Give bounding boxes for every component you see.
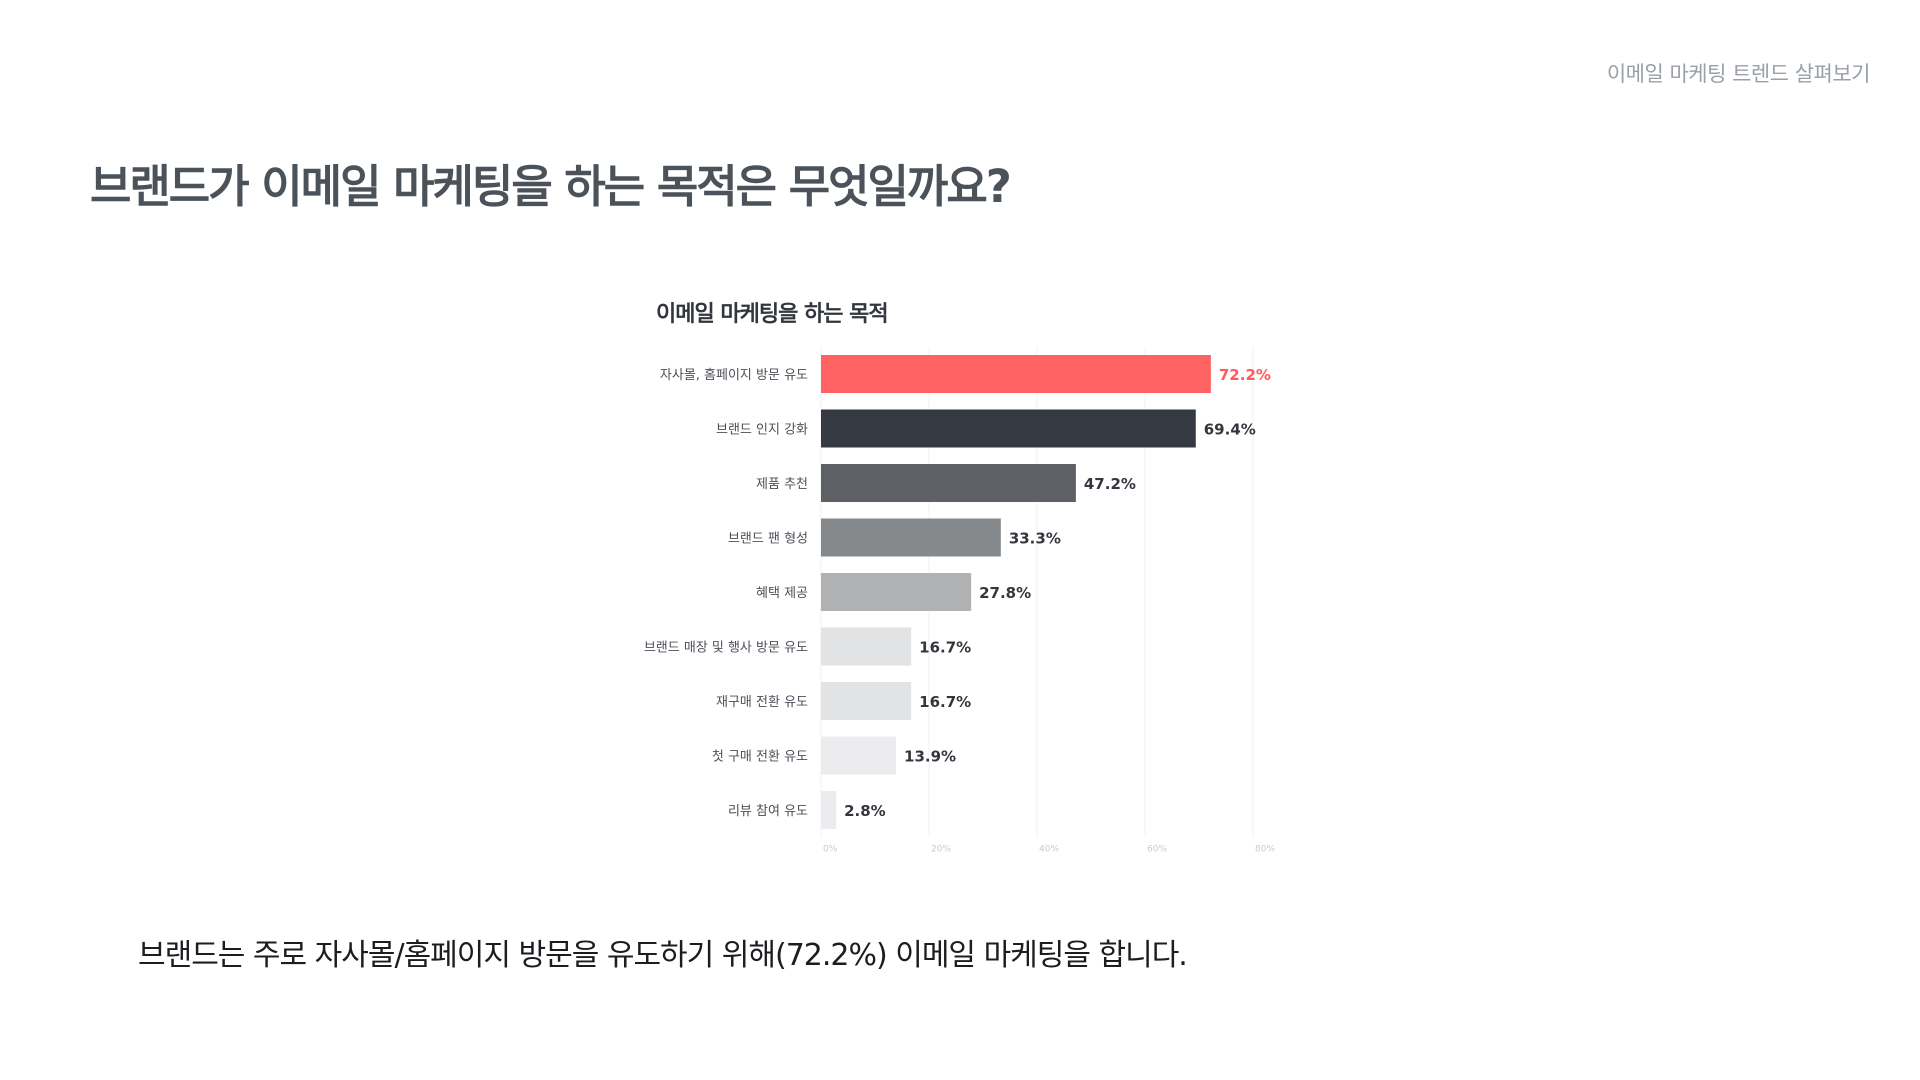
x-tick-label: 60% [1147,844,1167,854]
bar [821,791,837,829]
category-label: 브랜드 팬 형성 [728,532,808,547]
category-label: 브랜드 매장 및 행사 방문 유도 [644,640,808,656]
data-label: 72.2% [1219,366,1271,384]
data-label: 13.9% [904,748,956,766]
bar-chart: 0% 20% 40% 60% 80% 자사몰, 홈페이지 방문 유도 72.2% 브랜드 인지… [644,346,1276,854]
bar [821,355,1211,393]
category-label: 리뷰 참여 유도 [728,804,808,819]
data-label: 47.2% [1084,475,1136,493]
data-label: 2.8% [844,802,886,820]
bar [821,464,1076,502]
category-label: 첫 구매 전환 유도 [712,750,808,765]
data-label: 16.7% [919,639,971,657]
category-label: 자사몰, 홈페이지 방문 유도 [660,368,808,383]
summary-caption: 브랜드는 주로 자사몰/홈페이지 방문을 유도하기 위해(72.2%) 이메일 … [138,938,1188,973]
bar [821,518,1001,557]
chart-title: 이메일 마케팅을 하는 목적 [656,302,889,327]
bar [821,736,897,775]
category-label: 재구매 전환 유도 [716,695,808,710]
data-label: 16.7% [919,693,971,711]
data-label: 33.3% [1009,530,1061,548]
x-tick-label: 40% [1039,844,1059,854]
chart-container: 이메일 마케팅을 하는 목적 0% 20% 40% 60% 80% 자사몰, 홈페이지 방… [640,290,1280,880]
page-title: 브랜드가 이메일 마케팅을 하는 목적은 무엇일까요? [90,160,1012,213]
bar [821,682,912,720]
bar [821,573,972,611]
bar [821,409,1196,448]
category-label: 브랜드 인지 강화 [716,423,808,438]
x-tick-label: 20% [931,844,951,854]
x-tick-label: 0% [823,844,838,854]
bar [821,627,912,666]
category-label: 혜택 제공 [756,586,808,601]
labels: 0% 20% 40% 60% 80% 자사몰, 홈페이지 방문 유도 72.2% 브랜드 인지… [644,366,1276,854]
data-label: 69.4% [1204,421,1256,439]
section-label: 이메일 마케팅 트렌드 살펴보기 [1606,62,1871,86]
data-label: 27.8% [979,584,1031,602]
x-tick-label: 80% [1255,844,1275,854]
bars [821,355,1211,829]
category-label: 제품 추천 [756,477,808,492]
